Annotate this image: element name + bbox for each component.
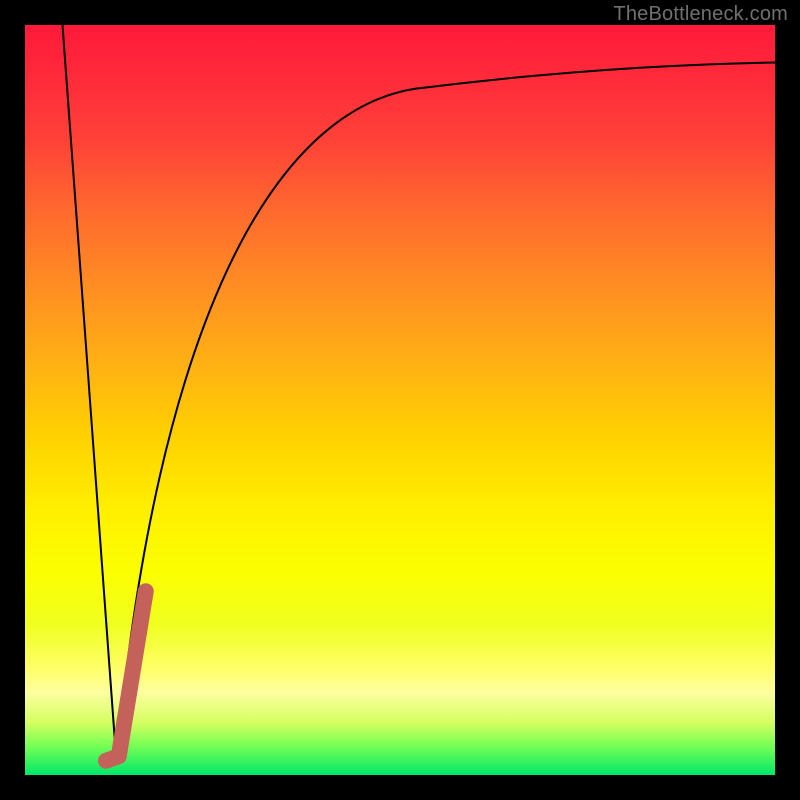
attribution-label: TheBottleneck.com <box>613 3 788 26</box>
bottleneck-chart-stage: TheBottleneck.com <box>0 0 800 800</box>
chart-svg-root <box>0 0 800 800</box>
